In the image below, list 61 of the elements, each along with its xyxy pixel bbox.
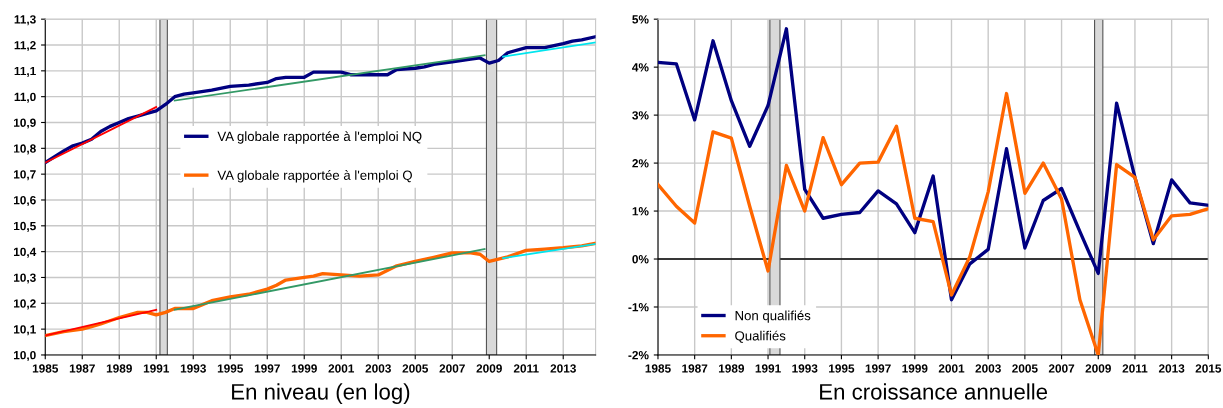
- y-tick-label: 10,7: [13, 170, 36, 181]
- x-tick-label: 1999: [291, 364, 317, 373]
- x-tick-label: 2013: [550, 364, 576, 373]
- y-tick-label: 11,0: [14, 92, 36, 103]
- y-tick-label: 10,9: [13, 118, 36, 129]
- x-tick-label: 1985: [32, 364, 59, 373]
- y-tick-label: 10,6: [13, 196, 36, 207]
- x-tick-label: 2011: [513, 364, 539, 373]
- x-tick-label: 1987: [682, 364, 708, 373]
- y-tick-label: 10,2: [13, 299, 36, 310]
- y-tick-label: 11,1: [14, 66, 36, 77]
- y-tick-label: 10,4: [13, 247, 37, 258]
- legend-label: Qualifiés: [735, 330, 786, 343]
- y-tick-label: 0%: [632, 255, 649, 264]
- y-tick-label: 2%: [632, 159, 649, 168]
- y-tick-label: 10,0: [13, 350, 36, 362]
- x-tick-label: 2009: [476, 364, 502, 373]
- y-tick-label: 10,1: [13, 325, 36, 336]
- legend-label: VA globale rapportée à l'emploi Q: [217, 170, 412, 183]
- x-tick-label: 2009: [1085, 364, 1111, 373]
- y-tick-label: 4%: [632, 63, 649, 72]
- line-series: [657, 27, 1209, 302]
- y-tick-label: 11,3: [14, 15, 36, 26]
- line-series: [45, 35, 596, 165]
- x-tick-label: 1989: [718, 364, 745, 373]
- x-axis-title: En croissance annuelle: [820, 383, 1048, 400]
- x-tick-label: 2007: [439, 364, 465, 373]
- x-tick-label: 1991: [755, 364, 781, 373]
- x-tick-label: 1985: [645, 364, 671, 373]
- y-tick-label: 11,2: [14, 41, 36, 52]
- x-tick-label: 1987: [69, 364, 95, 373]
- y-tick-label: -1%: [628, 303, 649, 312]
- y-tick-label: 10,3: [13, 273, 36, 284]
- legend-label: VA globale rapportée à l'emploi NQ: [217, 131, 422, 144]
- x-tick-label: 2001: [328, 364, 355, 373]
- y-tick-label: 3%: [632, 111, 649, 120]
- x-tick-label: 2003: [975, 364, 1001, 373]
- x-tick-label: 1995: [829, 364, 855, 373]
- x-axis-title: En niveau (en log): [232, 383, 410, 405]
- legend-label: Non qualifiés: [735, 310, 811, 323]
- x-tick-label: 2011: [1122, 364, 1148, 373]
- x-tick-label: 1997: [254, 364, 280, 373]
- x-tick-label: 1991: [143, 364, 170, 373]
- y-tick-label: 10,5: [13, 221, 36, 232]
- x-tick-label: 2003: [365, 364, 391, 373]
- y-tick-label: 1%: [632, 207, 649, 216]
- x-tick-label: 1999: [902, 364, 928, 373]
- x-tick-label: 2005: [402, 364, 429, 373]
- x-tick-label: 2005: [1012, 364, 1038, 373]
- x-tick-label: 1989: [106, 364, 132, 373]
- x-tick-label: 2001: [938, 364, 965, 373]
- x-tick-label: 2013: [1158, 364, 1185, 373]
- x-tick-label: 1993: [792, 364, 818, 373]
- x-tick-label: 1997: [865, 364, 891, 373]
- y-tick-label: -2%: [628, 350, 649, 360]
- x-tick-label: 2007: [1048, 364, 1075, 373]
- y-tick-label: 5%: [632, 15, 649, 24]
- x-tick-label: 1993: [180, 364, 206, 373]
- y-tick-label: 10,8: [13, 144, 36, 155]
- x-tick-label: 2015: [1195, 364, 1222, 373]
- x-tick-label: 1995: [217, 364, 244, 373]
